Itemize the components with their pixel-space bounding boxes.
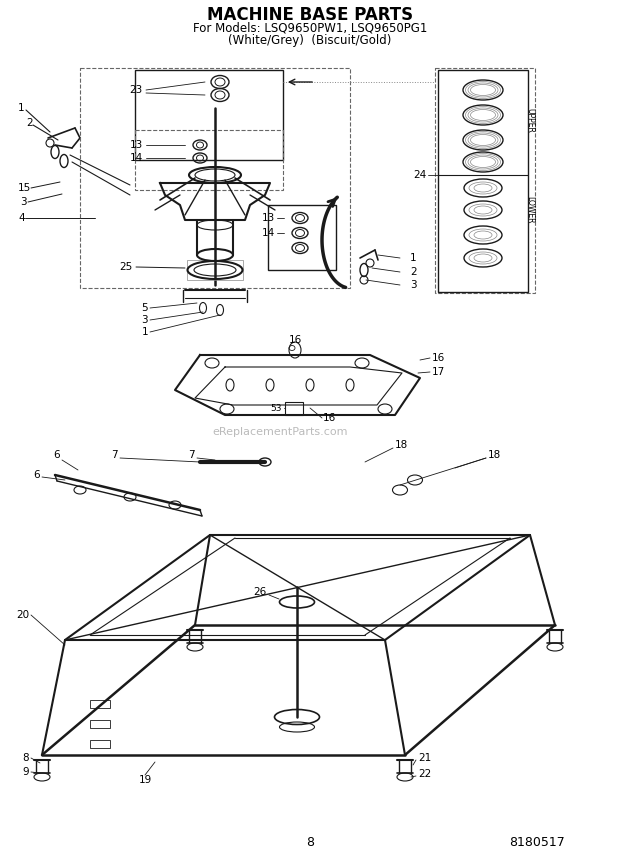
- Text: For Models: LSQ9650PW1, LSQ9650PG1: For Models: LSQ9650PW1, LSQ9650PG1: [193, 21, 427, 34]
- Text: 53: 53: [270, 403, 282, 413]
- Text: 8: 8: [22, 753, 29, 763]
- Text: UPPER: UPPER: [526, 108, 534, 133]
- Text: 24: 24: [413, 170, 426, 180]
- Text: 7: 7: [188, 450, 195, 460]
- Text: 18: 18: [488, 450, 501, 460]
- Text: 5: 5: [141, 303, 148, 313]
- Text: 13: 13: [262, 213, 275, 223]
- Text: 8180517: 8180517: [509, 836, 565, 849]
- Text: 21: 21: [418, 753, 432, 763]
- Text: 2: 2: [410, 267, 417, 277]
- Text: 1: 1: [141, 327, 148, 337]
- Bar: [187, 260, 243, 280]
- Text: 19: 19: [138, 775, 152, 785]
- Text: 1: 1: [410, 253, 417, 263]
- Bar: [285, 402, 303, 415]
- Text: 8: 8: [306, 836, 314, 849]
- Text: 2: 2: [26, 118, 33, 128]
- Text: 14: 14: [262, 228, 275, 238]
- Bar: [90, 720, 110, 728]
- Text: 7: 7: [112, 450, 118, 460]
- Text: 16: 16: [323, 413, 336, 423]
- Text: 1: 1: [18, 103, 25, 113]
- Bar: [135, 70, 283, 160]
- Text: 14: 14: [130, 153, 143, 163]
- Text: 4: 4: [18, 213, 25, 223]
- Bar: [90, 700, 110, 708]
- Text: MACHINE BASE PARTS: MACHINE BASE PARTS: [207, 6, 413, 24]
- Text: 17: 17: [432, 367, 445, 377]
- Bar: [80, 68, 350, 288]
- Text: 16: 16: [288, 335, 301, 345]
- Text: 18: 18: [395, 440, 408, 450]
- Bar: [268, 205, 336, 270]
- Text: (White/Grey)  (Biscuit/Gold): (White/Grey) (Biscuit/Gold): [228, 33, 392, 46]
- Bar: [135, 130, 283, 190]
- Text: 13: 13: [130, 140, 143, 150]
- Text: eReplacementParts.com: eReplacementParts.com: [212, 427, 348, 437]
- Text: 25: 25: [120, 262, 133, 272]
- Text: 20: 20: [16, 610, 29, 620]
- Text: 22: 22: [418, 769, 432, 779]
- Bar: [438, 70, 528, 292]
- Bar: [90, 740, 110, 748]
- Text: 15: 15: [18, 183, 31, 193]
- Bar: [435, 68, 535, 293]
- Text: 26: 26: [254, 587, 267, 597]
- Text: LOWER: LOWER: [526, 196, 534, 223]
- Text: 3: 3: [410, 280, 417, 290]
- Text: 6: 6: [53, 450, 60, 460]
- Text: 16: 16: [432, 353, 445, 363]
- Text: 3: 3: [20, 197, 27, 207]
- Text: 23: 23: [130, 85, 143, 95]
- Text: 9: 9: [22, 767, 29, 777]
- Text: 6: 6: [33, 470, 40, 480]
- Text: 3: 3: [141, 315, 148, 325]
